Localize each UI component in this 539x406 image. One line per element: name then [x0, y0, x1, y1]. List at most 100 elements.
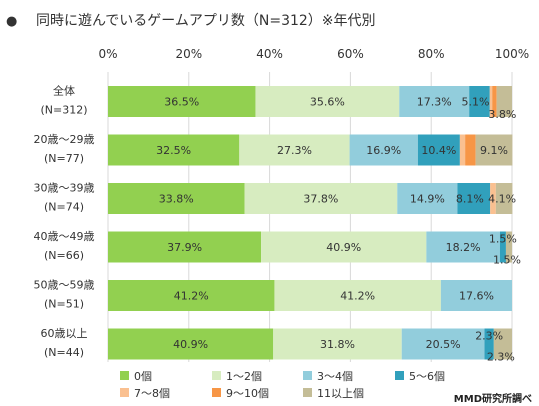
x-tick-label: 80%	[418, 47, 445, 61]
legend-swatch	[120, 371, 129, 380]
legend-label: 7～8個	[134, 387, 170, 400]
category-label: 30歳～39歳	[34, 182, 95, 195]
bar-segment	[493, 328, 512, 360]
bar-segment	[399, 86, 470, 117]
legend-swatch	[303, 371, 312, 380]
data-label: 35.6%	[310, 96, 345, 109]
bar-segment	[401, 328, 485, 360]
category-n-label: (N=312)	[40, 104, 87, 117]
bar-segment	[495, 183, 513, 214]
legend-swatch	[303, 388, 312, 397]
data-label: 4.1%	[488, 193, 516, 206]
category-n-label: (N=74)	[44, 201, 84, 214]
legend-swatch	[120, 388, 129, 397]
data-label: 37.8%	[303, 193, 338, 206]
x-axis-ticks: 0% 20% 40% 60% 80% 100%	[98, 47, 529, 61]
category-label: 60歳以上	[41, 327, 88, 340]
data-label: 40.9%	[326, 241, 361, 254]
x-tick-label: 100%	[495, 47, 529, 61]
data-label: 17.6%	[459, 290, 494, 303]
data-label: 40.9%	[173, 338, 208, 351]
data-label: 36.5%	[164, 96, 199, 109]
data-label: 1.5%	[489, 233, 517, 246]
legend-label: 9～10個	[226, 387, 269, 400]
data-label: 14.9%	[410, 193, 445, 206]
bar-segment	[349, 134, 418, 166]
legend-swatch	[212, 371, 221, 380]
x-tick-label: 60%	[337, 47, 364, 61]
bar-segment	[244, 183, 398, 214]
bar-segment	[108, 86, 256, 117]
title-bullet: ●	[6, 14, 17, 29]
category-label: 全体	[53, 84, 75, 98]
bar-segment	[108, 183, 245, 214]
category-label: 50歳～59歳	[34, 279, 95, 292]
bar-segment	[108, 280, 275, 311]
x-tick-label: 40%	[256, 47, 283, 61]
bar-segment	[426, 231, 500, 263]
bar-segment	[274, 280, 441, 311]
bar-segment	[484, 328, 494, 360]
source-note: MMD研究所調べ	[454, 392, 532, 405]
category-labels: 全体 (N=312) 20歳～29歳 (N=77) 30歳～39歳 (N=74) 40歳～4…	[34, 84, 95, 360]
data-label: 1.5%	[493, 254, 521, 267]
data-label: 37.9%	[167, 241, 202, 254]
data-label: 18.2%	[446, 241, 481, 254]
data-label: 33.8%	[159, 193, 194, 206]
bar-segment	[475, 134, 513, 166]
data-label: 9.1%	[480, 144, 508, 157]
category-n-label: (N=51)	[44, 298, 84, 311]
bar-segment	[499, 231, 506, 263]
bar-segment	[489, 86, 493, 117]
bar-segment	[496, 86, 512, 117]
bar-segment	[490, 183, 496, 214]
data-labels: 36.5% 35.6% 17.3% 5.1%3.8% 32.5% 27.3% 16.9% 10…	[156, 96, 521, 364]
bar-segment	[261, 231, 427, 263]
chart-title: 同時に遊んでいるゲームアプリ数（N=312）※年代別	[36, 13, 376, 29]
x-tick-label: 0%	[98, 47, 117, 61]
legend-label: 0個	[134, 370, 152, 383]
bar-segment	[108, 328, 274, 360]
bars	[108, 86, 513, 360]
bar-segment	[469, 86, 490, 117]
data-label: 17.3%	[417, 96, 452, 109]
category-n-label: (N=66)	[44, 249, 84, 262]
data-label: 32.5%	[156, 144, 191, 157]
bar-segment	[108, 134, 240, 166]
legend-label: 1～2個	[226, 370, 262, 383]
legend-label: 11以上個	[317, 387, 364, 400]
data-label: 41.2%	[174, 290, 209, 303]
legend-swatch	[212, 388, 221, 397]
gridlines	[107, 72, 513, 362]
data-label: 2.3%	[487, 351, 515, 364]
bar-segment	[255, 86, 400, 117]
category-label: 20歳～29歳	[34, 133, 95, 146]
legend-label: 5～6個	[409, 370, 445, 383]
data-label: 3.8%	[488, 108, 516, 121]
data-label: 8.1%	[456, 193, 484, 206]
bar-segment	[417, 134, 460, 166]
bar-segment	[459, 134, 466, 166]
bar-segment	[397, 183, 458, 214]
category-n-label: (N=44)	[44, 346, 84, 359]
bar-segment	[108, 231, 262, 263]
data-label: 10.4%	[421, 144, 456, 157]
bar-segment	[457, 183, 491, 214]
x-tick-label: 20%	[175, 47, 202, 61]
category-n-label: (N=77)	[44, 152, 84, 165]
data-label: 2.3%	[475, 330, 503, 343]
category-label: 40歳～49歳	[34, 230, 95, 243]
legend-label: 3～4個	[317, 370, 353, 383]
legend-swatch	[395, 371, 404, 380]
bar-segment	[273, 328, 402, 360]
data-label: 31.8%	[320, 338, 355, 351]
data-label: 16.9%	[366, 144, 401, 157]
data-label: 41.2%	[340, 290, 375, 303]
bar-segment	[505, 231, 512, 263]
data-label: 20.5%	[426, 338, 461, 351]
bar-segment	[239, 134, 350, 166]
legend: 0個 1～2個 3～4個 5～6個 7～8個 9～10個 11以上個	[120, 370, 445, 400]
bar-segment	[492, 86, 497, 117]
data-label: 5.1%	[462, 96, 490, 109]
